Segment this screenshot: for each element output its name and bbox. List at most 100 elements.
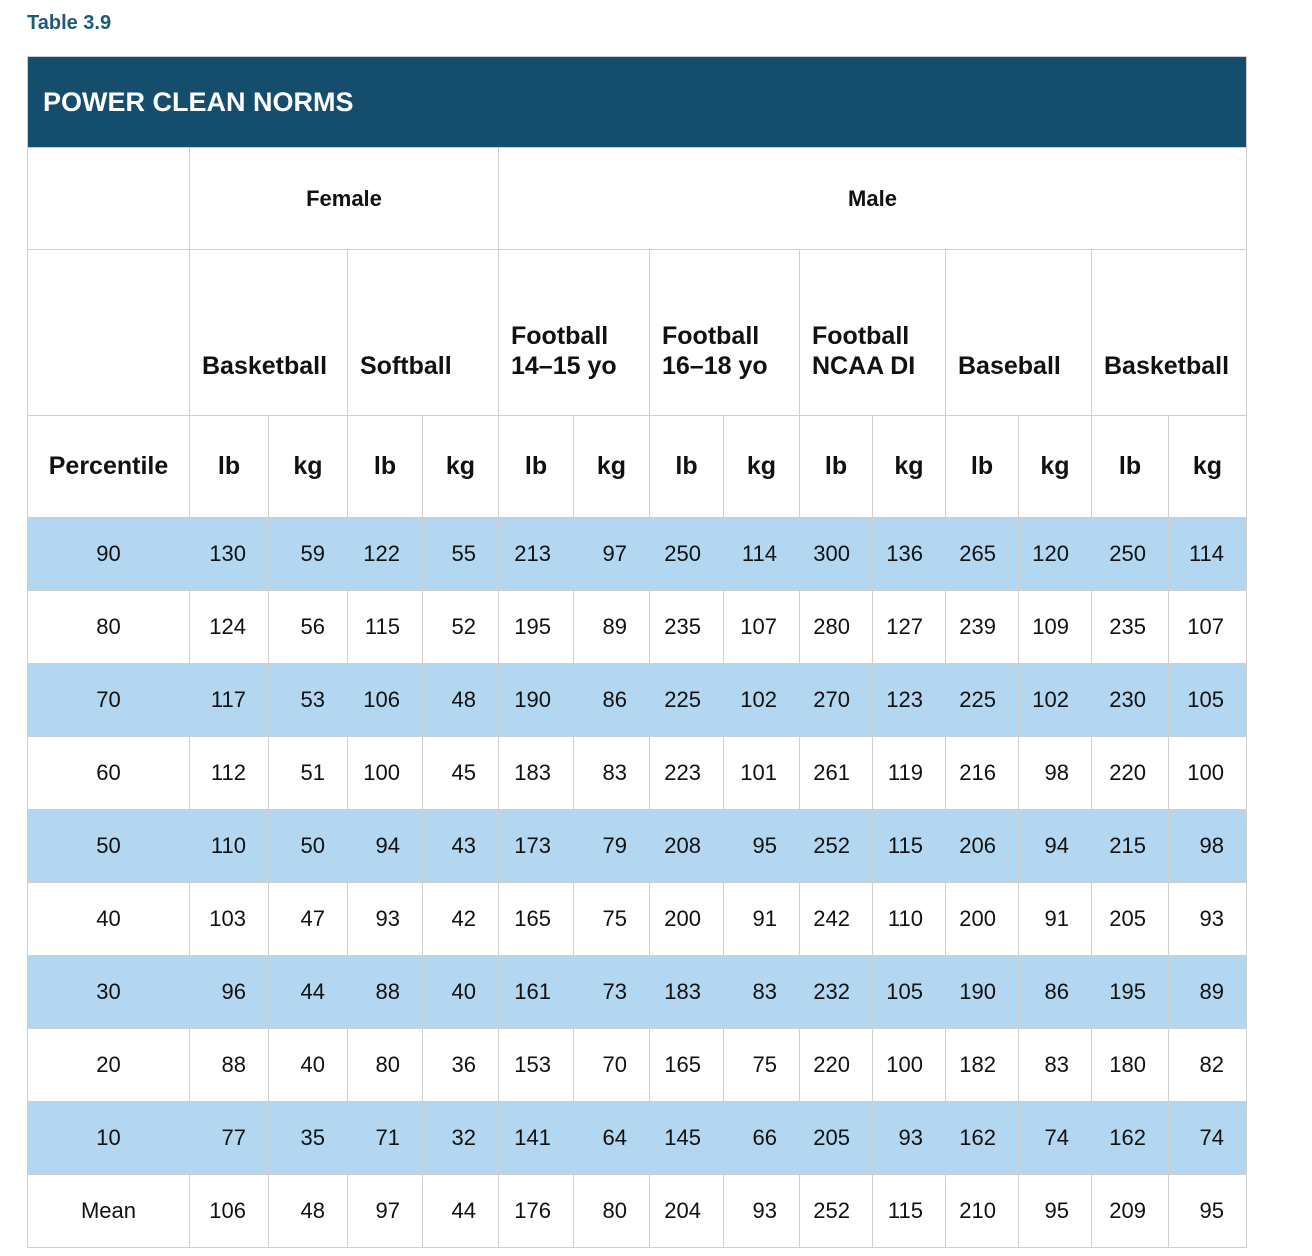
value-cell: 165 [649,1028,724,1102]
value-cell: 103 [189,882,269,956]
sport-header: Football NCAA DI [799,249,946,416]
sport-header: Basketball [1090,249,1248,416]
unit-header: lb [347,415,423,518]
title-row: POWER CLEAN NORMS [26,56,1248,148]
data-row: 80 124 56 115 52 195 89 235 107 280 127 239 109 235 10… [27,590,1248,664]
sport-line: NCAA DI [812,352,916,380]
value-cell: 115 [872,1174,946,1248]
unit-row: Percentile lb kg lb kg lb kg lb kg lb kg lb kg lb kg [27,415,1248,518]
value-cell: 106 [347,663,423,737]
value-cell: 79 [573,809,650,883]
empty-cell [27,147,190,250]
value-cell: 280 [799,590,873,664]
value-cell: 48 [268,1174,348,1248]
value-cell: 110 [872,882,946,956]
group-row: Female Male [27,147,1248,250]
value-cell: 206 [945,809,1019,883]
value-cell: 66 [723,1101,800,1175]
norms-table: POWER CLEAN NORMS Female Male Basketball Sof… [26,56,1248,1248]
value-cell: 47 [268,882,348,956]
value-cell: 230 [1091,663,1169,737]
value-cell: 106 [189,1174,269,1248]
percentile-cell: 10 [27,1101,190,1175]
sport-header: Softball [347,249,499,416]
sport-line: Football [812,322,910,350]
value-cell: 50 [268,809,348,883]
value-cell: 252 [799,1174,873,1248]
sport-line: Basketball [1104,352,1230,380]
value-cell: 43 [422,809,499,883]
value-cell: 183 [649,955,724,1029]
value-cell: 242 [799,882,873,956]
sport-header: Football 14–15 yo [498,249,650,416]
group-header: Female [189,147,499,250]
data-row: 90 130 59 122 55 213 97 250 114 300 136 265 120 250 11… [27,517,1248,591]
value-cell: 82 [1167,1028,1248,1102]
value-cell: 94 [347,809,423,883]
value-cell: 59 [268,517,348,591]
unit-header: kg [1018,415,1092,518]
value-cell: 162 [1091,1101,1169,1175]
percentile-cell: 80 [27,590,190,664]
value-cell: 232 [799,955,873,1029]
unit-header: kg [573,415,650,518]
value-cell: 95 [1018,1174,1092,1248]
value-cell: 105 [1167,663,1248,737]
value-cell: 161 [498,955,574,1029]
value-cell: 183 [498,736,574,810]
value-cell: 190 [945,955,1019,1029]
value-cell: 200 [649,882,724,956]
value-cell: 51 [268,736,348,810]
sport-line: 14–15 yo [511,352,617,380]
value-cell: 107 [723,590,800,664]
value-cell: 130 [189,517,269,591]
value-cell: 265 [945,517,1019,591]
unit-header: lb [498,415,574,518]
value-cell: 261 [799,736,873,810]
value-cell: 93 [723,1174,800,1248]
value-cell: 173 [498,809,574,883]
percentile-cell: 70 [27,663,190,737]
value-cell: 88 [189,1028,269,1102]
value-cell: 93 [872,1101,946,1175]
value-cell: 86 [1018,955,1092,1029]
value-cell: 88 [347,955,423,1029]
value-cell: 190 [498,663,574,737]
value-cell: 114 [1167,517,1248,591]
value-cell: 204 [649,1174,724,1248]
data-row: 40 103 47 93 42 165 75 200 91 242 110 200 91 205 93 [27,882,1248,956]
value-cell: 83 [723,955,800,1029]
value-cell: 215 [1091,809,1169,883]
value-cell: 136 [872,517,946,591]
value-cell: 176 [498,1174,574,1248]
unit-header: lb [189,415,269,518]
value-cell: 235 [649,590,724,664]
value-cell: 145 [649,1101,724,1175]
percentile-cell: Mean [27,1174,190,1248]
value-cell: 235 [1091,590,1169,664]
sport-line: Basketball [202,352,328,380]
value-cell: 97 [573,517,650,591]
value-cell: 70 [573,1028,650,1102]
value-cell: 32 [422,1101,499,1175]
value-cell: 210 [945,1174,1019,1248]
value-cell: 110 [189,809,269,883]
value-cell: 220 [1091,736,1169,810]
value-cell: 75 [723,1028,800,1102]
value-cell: 119 [872,736,946,810]
value-cell: 115 [872,809,946,883]
value-cell: 200 [945,882,1019,956]
value-cell: 117 [189,663,269,737]
sport-row: Basketball Softball Football 14–15 yo Footba… [27,249,1248,416]
value-cell: 102 [723,663,800,737]
value-cell: 180 [1091,1028,1169,1102]
value-cell: 205 [799,1101,873,1175]
value-cell: 209 [1091,1174,1169,1248]
data-row: 30 96 44 88 40 161 73 183 83 232 105 190 86 195 89 [27,955,1248,1029]
value-cell: 205 [1091,882,1169,956]
value-cell: 94 [1018,809,1092,883]
value-cell: 114 [723,517,800,591]
value-cell: 44 [422,1174,499,1248]
value-cell: 208 [649,809,724,883]
data-row: Mean 106 48 97 44 176 80 204 93 252 115 210 95 209 95 [27,1174,1248,1248]
